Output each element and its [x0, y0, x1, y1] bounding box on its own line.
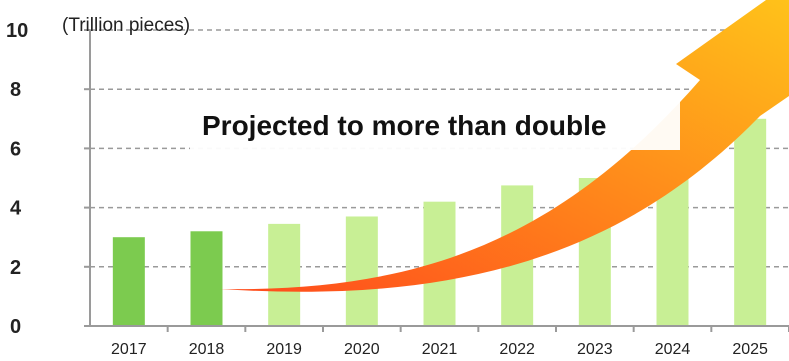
y-unit-label: (Trillion pieces): [62, 15, 190, 36]
annotation-background: [190, 98, 680, 150]
y-tick-label-8: 8: [10, 79, 21, 101]
x-label-2021: 2021: [422, 341, 458, 358]
x-label-2019: 2019: [266, 341, 302, 358]
y-tick-label-10: 10: [6, 20, 28, 42]
y-tick-label-2: 2: [10, 257, 21, 279]
y-tick-label-4: 4: [10, 198, 22, 220]
x-label-2025: 2025: [732, 341, 768, 358]
bar-2017: [112, 237, 145, 326]
bar-2018: [190, 231, 223, 326]
x-label-2020: 2020: [344, 341, 380, 358]
bar-2019: [268, 223, 301, 326]
x-label-2018: 2018: [189, 341, 225, 358]
y-tick-label-0: 0: [10, 316, 21, 338]
y-tick-label-6: 6: [10, 138, 21, 160]
y-axis-ticks: 0 2 4 6 8 10: [6, 20, 90, 338]
x-label-2022: 2022: [499, 341, 535, 358]
x-label-2017: 2017: [111, 341, 147, 358]
bar-2025: [734, 118, 767, 326]
annotation-text: Projected to more than double: [202, 110, 606, 141]
x-axis-labels: 2017 2018 2019 2020 2021 2022 2023 2024 2025: [111, 326, 789, 358]
x-label-2024: 2024: [655, 341, 691, 358]
x-label-2023: 2023: [577, 341, 613, 358]
bar-2020: [345, 216, 378, 326]
bars: [112, 118, 767, 326]
